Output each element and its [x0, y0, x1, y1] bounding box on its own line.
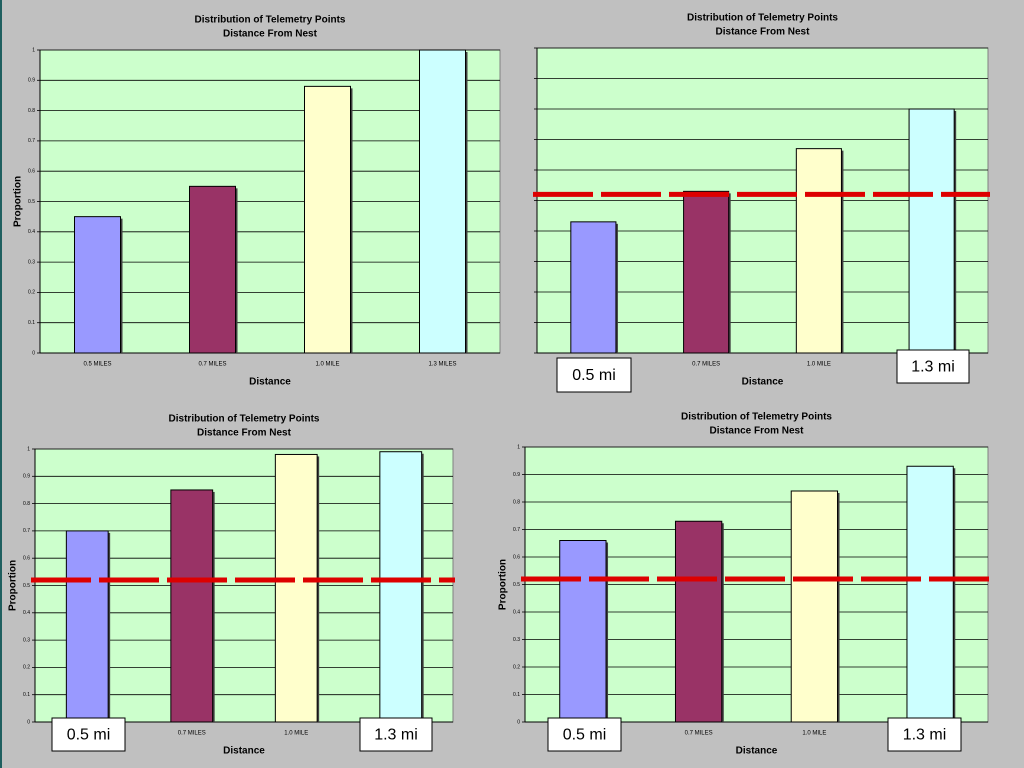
y-axis-label: Proportion [8, 560, 19, 611]
y-tick-label: 0.4 [513, 609, 520, 615]
x-tick-label: 0.7 MILES [685, 731, 713, 737]
y-tick-label: 0.6 [513, 554, 520, 560]
x-tick-label: 0.7 MILES [198, 362, 226, 368]
y-axis-label: Proportion [498, 559, 509, 610]
y-tick-label: 0.3 [513, 637, 520, 643]
bar [379, 451, 423, 723]
y-tick-label: 1 [32, 47, 35, 53]
y-tick-label: 0.2 [28, 290, 35, 296]
y-tick-label: 0.5 [513, 582, 520, 588]
y-tick-label: 0.8 [513, 499, 520, 505]
x-tick-label: 1.0 MILE [802, 731, 826, 737]
y-tick-label: 0.3 [23, 637, 30, 643]
annotation: 1.3 mi [903, 727, 947, 744]
x-tick-label: 1.0 MILE [807, 362, 831, 368]
annotation-box [359, 717, 433, 752]
y-axis-label: Proportion [13, 176, 24, 227]
chart-title: Distribution of Telemetry Points [681, 412, 832, 423]
x-tick-label: 0.5 MILES [83, 362, 111, 368]
annotation-box [547, 717, 622, 752]
bar [908, 108, 955, 354]
chart-subtitle: Distance From Nest [716, 27, 811, 38]
annotation-box [896, 349, 970, 384]
chart-title: Distribution of Telemetry Points [195, 15, 346, 26]
y-tick-label: 0.6 [28, 169, 35, 175]
bar [189, 185, 236, 354]
y-tick-label: 1 [517, 444, 520, 450]
x-axis-label: Distance [736, 746, 778, 757]
chart-subtitle: Distance From Nest [223, 29, 318, 40]
x-axis-label: Distance [249, 377, 291, 388]
bar [274, 453, 318, 723]
bar [790, 490, 839, 723]
y-tick-label: 0.1 [23, 692, 30, 698]
y-tick-label: 0.1 [28, 320, 35, 326]
x-axis-label: Distance [742, 377, 784, 388]
x-tick-label: 0.7 MILES [178, 731, 206, 737]
y-tick-label: 0.7 [513, 527, 520, 533]
x-tick-label: 1.3 MILES [428, 362, 456, 368]
y-tick-label: 0.5 [23, 583, 30, 589]
bar [304, 85, 351, 354]
y-tick-label: 0.7 [23, 528, 30, 534]
chart-title: Distribution of Telemetry Points [687, 13, 838, 24]
annotation: 1.3 mi [911, 359, 955, 376]
y-tick-label: 0.2 [513, 664, 520, 670]
annotation: 1.3 mi [374, 727, 418, 744]
y-tick-label: 0.8 [28, 108, 35, 114]
annotation-box [51, 717, 126, 752]
y-tick-label: 0.2 [23, 665, 30, 671]
bar [170, 489, 214, 723]
x-tick-label: 1.0 MILE [284, 731, 308, 737]
y-tick-label: 0.4 [23, 610, 30, 616]
y-tick-label: 0.9 [513, 472, 520, 478]
annotation: 0.5 mi [67, 727, 111, 744]
y-tick-label: 0.6 [23, 556, 30, 562]
bar [74, 216, 121, 354]
y-tick-label: 0.4 [28, 229, 35, 235]
annotation-box [556, 357, 632, 393]
bar [570, 221, 617, 354]
bar [906, 465, 954, 723]
y-tick-label: 0 [517, 719, 520, 725]
y-tick-label: 0.3 [28, 259, 35, 265]
chart-subtitle: Distance From Nest [197, 428, 292, 439]
x-tick-label: 1.0 MILE [315, 362, 339, 368]
y-tick-label: 0.8 [23, 501, 30, 507]
annotation-box [887, 717, 962, 752]
y-tick-label: 0.9 [28, 78, 35, 84]
chart-title: Distribution of Telemetry Points [169, 414, 320, 425]
x-tick-label: 0.7 MILES [692, 362, 720, 368]
y-tick-label: 0 [32, 350, 35, 356]
bar [419, 49, 466, 354]
annotation: 0.5 mi [563, 727, 607, 744]
y-tick-label: 0.9 [23, 474, 30, 480]
bar [683, 190, 730, 354]
bar [674, 520, 723, 723]
annotation: 0.5 mi [572, 367, 616, 384]
y-tick-label: 0.7 [28, 138, 35, 144]
y-tick-label: 0.5 [28, 199, 35, 205]
y-tick-label: 1 [27, 446, 30, 452]
bar [65, 530, 109, 723]
chart-subtitle: Distance From Nest [710, 426, 805, 437]
y-tick-label: 0.1 [513, 692, 520, 698]
y-tick-label: 0 [27, 719, 30, 725]
x-axis-label: Distance [223, 746, 265, 757]
bar [795, 148, 842, 354]
bar [559, 540, 607, 723]
